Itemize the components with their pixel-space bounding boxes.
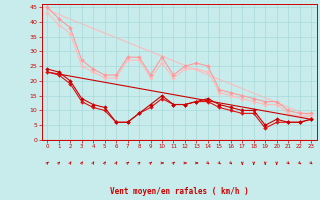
Text: Vent moyen/en rafales ( km/h ): Vent moyen/en rafales ( km/h ) [110, 187, 249, 196]
